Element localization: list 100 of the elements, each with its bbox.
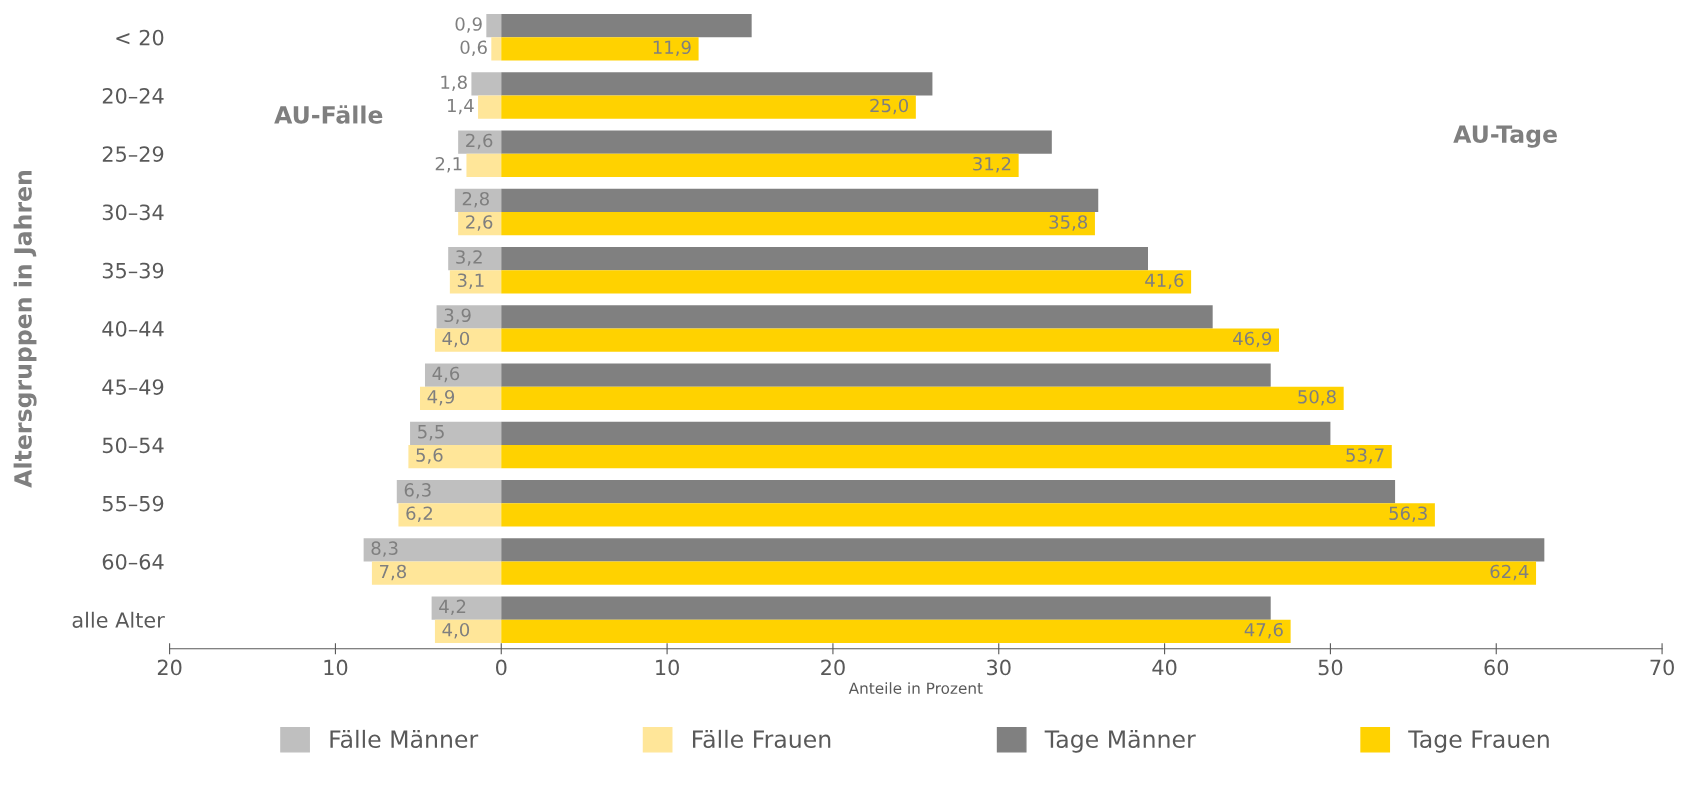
data-label: 3,2 bbox=[456, 250, 482, 266]
bar bbox=[501, 619, 1291, 643]
data-label: 56,3 bbox=[1389, 506, 1427, 522]
data-label: 4,0 bbox=[442, 622, 470, 639]
legend-label: Tage Frauen bbox=[1408, 730, 1549, 753]
x-axis-title: Anteile in Prozent bbox=[848, 682, 983, 694]
bar bbox=[478, 95, 502, 119]
data-label: 25,0 bbox=[870, 98, 909, 115]
y-tick-label: 50–54 bbox=[102, 437, 164, 454]
y-tick-label: 20–24 bbox=[102, 87, 164, 104]
bar bbox=[501, 130, 1052, 154]
bar bbox=[501, 538, 1545, 562]
x-tick-label: 0 bbox=[496, 659, 507, 676]
bar bbox=[424, 363, 502, 387]
bar bbox=[434, 328, 502, 352]
bar bbox=[501, 596, 1271, 620]
legend-label: Fälle Frauen bbox=[693, 729, 831, 749]
bar bbox=[398, 503, 502, 527]
x-tick-label: 50 bbox=[1318, 659, 1343, 676]
bar bbox=[448, 246, 502, 271]
bar bbox=[449, 270, 502, 294]
bar bbox=[501, 153, 1019, 178]
x-tick-label: 10 bbox=[656, 659, 679, 676]
bar bbox=[501, 211, 1095, 236]
data-label: 5,6 bbox=[416, 448, 443, 464]
bar bbox=[434, 619, 502, 643]
data-label: 2,6 bbox=[466, 133, 493, 150]
data-label: 4,6 bbox=[432, 366, 460, 383]
data-label: 3,9 bbox=[444, 308, 471, 324]
bar bbox=[491, 37, 502, 61]
bar bbox=[501, 503, 1435, 527]
data-label: 4,0 bbox=[442, 331, 470, 348]
bar bbox=[471, 72, 502, 96]
bar bbox=[466, 153, 502, 178]
bar bbox=[486, 13, 502, 38]
bar bbox=[371, 561, 502, 585]
data-label: 0,9 bbox=[455, 17, 482, 33]
data-label: 1,4 bbox=[448, 98, 474, 115]
data-label: 3,1 bbox=[457, 273, 484, 289]
y-tick-label: 35–39 bbox=[102, 262, 164, 279]
bar bbox=[396, 479, 502, 504]
x-tick-label: 20 bbox=[821, 659, 845, 676]
bar bbox=[408, 444, 502, 469]
bar bbox=[501, 421, 1331, 445]
data-label: 35,8 bbox=[1049, 215, 1088, 231]
data-label: 2,8 bbox=[462, 191, 489, 208]
data-label: 2,6 bbox=[466, 215, 493, 231]
x-tick-label: 60 bbox=[1484, 659, 1509, 676]
y-tick-label: 25–29 bbox=[102, 146, 164, 162]
y-tick-label: < 20 bbox=[116, 29, 164, 46]
bar bbox=[501, 72, 933, 96]
y-axis-title: Altersgruppen in Jahren bbox=[13, 170, 37, 488]
data-label: 46,9 bbox=[1233, 331, 1272, 348]
bar bbox=[501, 561, 1537, 585]
data-label: 7,8 bbox=[380, 564, 407, 581]
x-tick-label: 10 bbox=[324, 659, 348, 676]
data-label: 31,2 bbox=[973, 156, 1011, 173]
bar bbox=[501, 479, 1396, 504]
bar bbox=[431, 596, 502, 620]
data-label: 53,7 bbox=[1346, 448, 1384, 464]
y-tick-label: 45–49 bbox=[102, 379, 164, 395]
bar bbox=[410, 421, 502, 445]
x-tick-label: 20 bbox=[157, 659, 182, 676]
data-label: 41,6 bbox=[1145, 273, 1184, 289]
legend-label: Fälle Männer bbox=[330, 729, 479, 749]
x-tick-label: 70 bbox=[1650, 659, 1674, 676]
bar bbox=[458, 130, 502, 154]
bar bbox=[436, 305, 502, 329]
bar bbox=[501, 305, 1213, 329]
bar bbox=[501, 270, 1192, 294]
data-label: 6,2 bbox=[406, 506, 432, 522]
legend-label: Tage Männer bbox=[1044, 729, 1196, 753]
data-label: 0,6 bbox=[460, 40, 487, 56]
data-label: 2,1 bbox=[435, 156, 462, 173]
bar bbox=[501, 328, 1280, 352]
bar bbox=[501, 444, 1392, 469]
data-label: 62,4 bbox=[1490, 564, 1529, 581]
bar bbox=[501, 386, 1344, 410]
x-tick-label: 40 bbox=[1152, 659, 1177, 676]
bar bbox=[501, 363, 1271, 387]
bar bbox=[501, 188, 1099, 212]
bar bbox=[501, 246, 1148, 271]
y-tick-label: 60–64 bbox=[102, 553, 164, 570]
x-tick-label: 30 bbox=[987, 659, 1011, 676]
y-tick-label: alle Alter bbox=[72, 611, 165, 628]
bar bbox=[501, 95, 916, 119]
data-label: 6,3 bbox=[404, 483, 431, 499]
bar bbox=[420, 386, 502, 410]
data-label: 4,9 bbox=[427, 389, 455, 406]
data-label: 4,2 bbox=[439, 599, 466, 616]
annotation: AU-Fälle bbox=[274, 105, 383, 124]
data-label: 1,8 bbox=[441, 75, 467, 91]
y-tick-label: 30–34 bbox=[102, 204, 164, 221]
bar bbox=[363, 538, 502, 562]
data-label: 5,5 bbox=[418, 425, 444, 441]
y-tick-label: 55–59 bbox=[102, 495, 164, 512]
data-label: 11,9 bbox=[653, 40, 691, 56]
data-label: 47,6 bbox=[1244, 622, 1283, 639]
data-label: 50,8 bbox=[1298, 389, 1336, 406]
data-label: 8,3 bbox=[371, 541, 398, 557]
